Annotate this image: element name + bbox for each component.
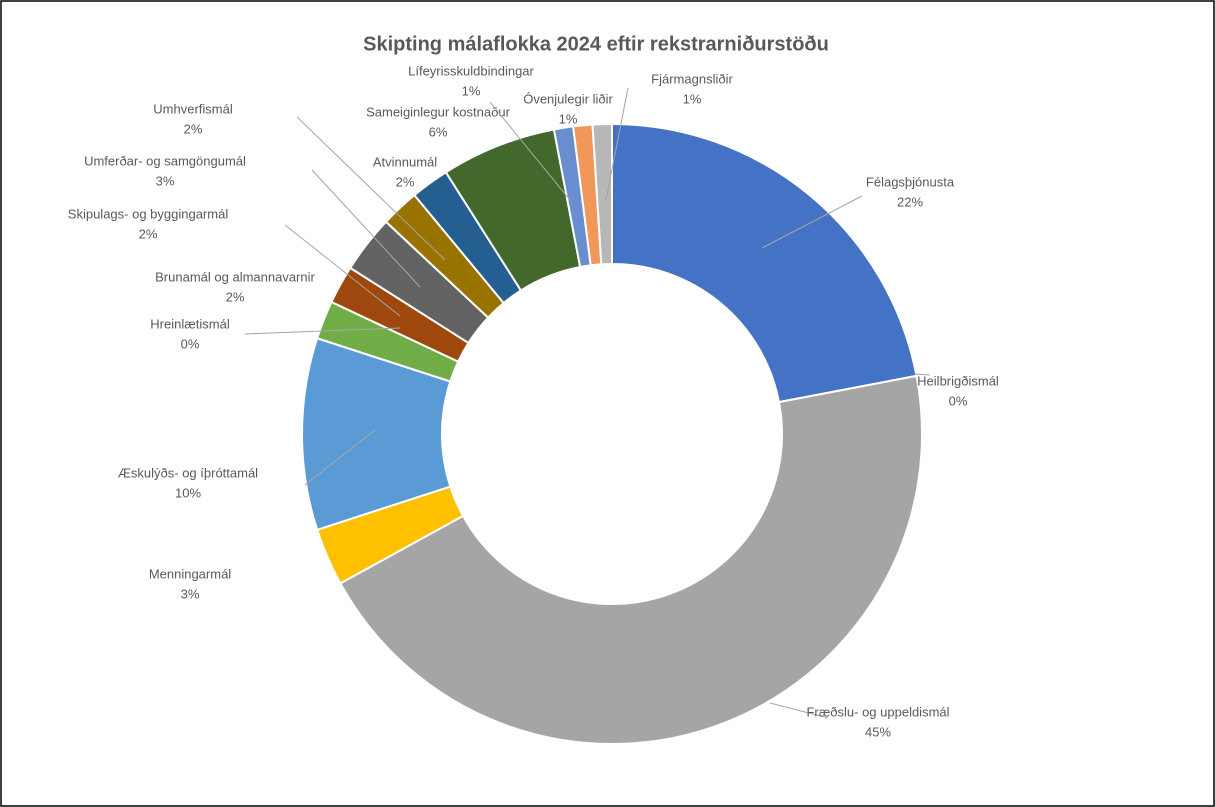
leader-line (605, 87, 629, 201)
slice-value-label: 3% (156, 173, 175, 188)
slice-label: Brunamál og almannavarnir (155, 269, 315, 284)
slice-value-label: 2% (226, 289, 245, 304)
slice-value-label: 6% (429, 124, 448, 139)
leader-line (296, 116, 446, 261)
slice-value-label: 10% (175, 485, 201, 500)
leader-line (244, 327, 401, 335)
slice-label: Æskulýðs- og íþróttamál (118, 465, 258, 480)
slice-value-label: 2% (139, 226, 158, 241)
leader-line (284, 224, 401, 317)
donut-slice (338, 374, 923, 745)
slice-value-label: 3% (181, 586, 200, 601)
slice-label: Hreinlætismál (150, 316, 230, 331)
slice-value-label: 0% (949, 393, 968, 408)
slice-label: Lífeyrisskuldbindingar (408, 63, 534, 78)
slice-value-label: 0% (181, 336, 200, 351)
slice-value-label: 22% (897, 194, 923, 209)
slice-value-label: 1% (462, 83, 481, 98)
leader-line (304, 429, 376, 486)
leader-line (311, 169, 421, 288)
leader-line (489, 101, 571, 201)
slice-value-label: 1% (683, 91, 702, 106)
chart-title: Skipting málaflokka 2024 eftir rekstrarn… (363, 33, 829, 55)
slice-label: Sameiginlegur kostnaður (366, 104, 510, 119)
leader-line (761, 195, 863, 249)
donut-slice (611, 122, 918, 404)
slice-value-label: 45% (865, 724, 891, 739)
slice-label: Heilbrigðismál (917, 373, 999, 388)
slice-label: Félagsþjónusta (866, 174, 955, 189)
slice-label: Umhverfismál (153, 101, 233, 116)
slice-label: Fræðslu- og uppeldismál (806, 704, 949, 719)
leader-line (914, 373, 931, 376)
slice-label: Atvinnumál (373, 154, 437, 169)
slice-label: Menningarmál (149, 566, 231, 581)
slice-value-label: 1% (559, 111, 578, 126)
slice-label: Umferðar- og samgöngumál (84, 153, 246, 168)
slice-label: Fjármagnsliðir (651, 71, 733, 86)
leader-line (769, 702, 829, 719)
slice-value-label: 2% (184, 121, 203, 136)
slice-label: Skipulags- og byggingarmál (68, 206, 229, 221)
slice-label: Óvenjulegir liðir (523, 91, 613, 106)
slice-value-label: 2% (396, 174, 415, 189)
donut-slice (591, 122, 613, 266)
